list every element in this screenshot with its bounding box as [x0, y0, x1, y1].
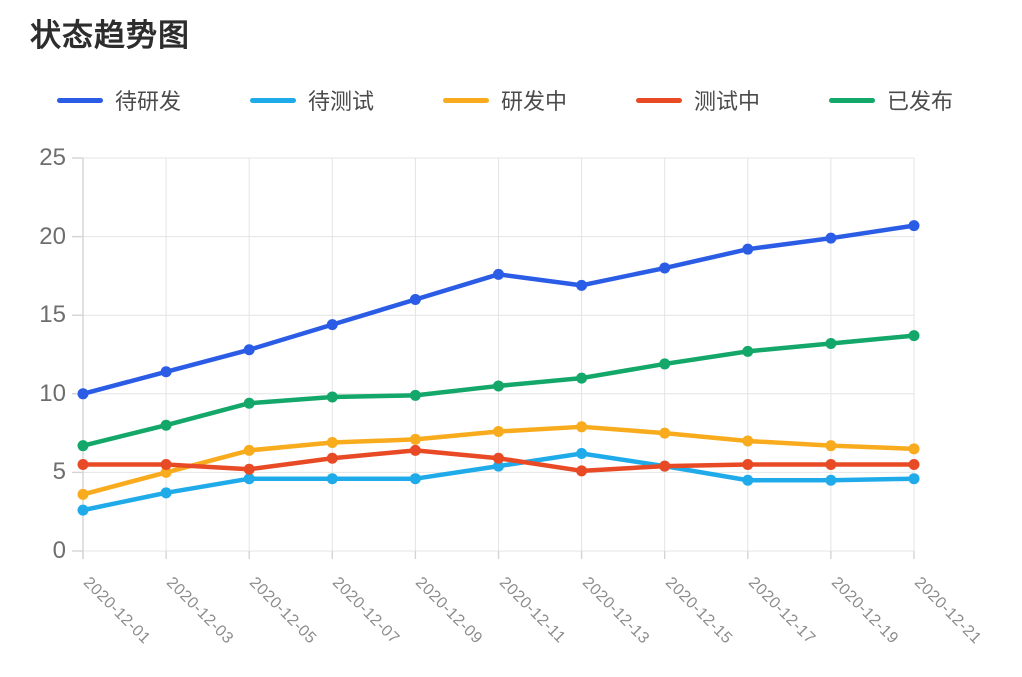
data-point: [409, 389, 421, 401]
legend-item-0[interactable]: 待研发: [57, 84, 181, 116]
y-axis-label: 25: [39, 144, 66, 171]
series-2: [77, 421, 920, 500]
legend-line-swatch: [636, 97, 682, 103]
data-point: [77, 440, 89, 452]
data-point: [825, 337, 837, 349]
legend-label: 测试中: [694, 89, 761, 114]
data-point: [326, 437, 338, 449]
data-point: [908, 459, 920, 471]
data-point: [908, 330, 920, 342]
series-4: [77, 330, 920, 452]
data-point: [77, 504, 89, 516]
data-point: [77, 459, 89, 471]
data-point: [576, 448, 588, 460]
data-point: [825, 440, 837, 452]
data-point: [326, 473, 338, 485]
legend-label: 待测试: [308, 89, 375, 114]
data-point: [742, 435, 754, 447]
data-point: [659, 358, 671, 370]
data-point: [409, 293, 421, 305]
data-point: [243, 344, 255, 356]
data-point: [409, 473, 421, 485]
legend-line-swatch: [250, 97, 296, 103]
data-point: [493, 426, 504, 438]
y-axis-label: 5: [52, 458, 66, 486]
data-point: [409, 444, 421, 456]
data-point: [77, 488, 89, 500]
data-point: [742, 345, 754, 357]
data-point: [576, 421, 588, 433]
chart-title: 状态趋势图: [30, 18, 190, 53]
data-point: [160, 487, 172, 499]
data-point: [326, 452, 338, 464]
data-point: [742, 243, 754, 255]
legend-line-swatch: [443, 97, 489, 103]
legend: 待研发 待测试 研发中 测试中 已发布: [57, 84, 1022, 116]
data-point: [160, 419, 172, 431]
legend-item-1[interactable]: 待测试: [250, 84, 374, 116]
data-point: [409, 433, 421, 445]
data-point: [742, 474, 754, 486]
y-axis-label: 10: [39, 379, 66, 407]
legend-line-swatch: [57, 97, 103, 103]
data-point: [326, 319, 338, 331]
data-point: [493, 460, 504, 472]
legend-item-3[interactable]: 测试中: [636, 84, 760, 116]
data-point: [825, 459, 837, 471]
data-point: [659, 427, 671, 439]
data-point: [576, 279, 588, 291]
legend-line-swatch: [829, 97, 875, 103]
legend-label: 已发布: [887, 89, 954, 114]
legend-item-4[interactable]: 已发布: [829, 84, 953, 116]
data-point: [659, 262, 671, 274]
y-axis-label: 0: [52, 537, 66, 564]
series-0: [77, 220, 920, 400]
data-point: [659, 460, 671, 472]
data-point: [77, 388, 89, 400]
data-point: [742, 459, 754, 471]
data-point: [908, 443, 920, 455]
data-point: [908, 473, 920, 485]
data-point: [908, 220, 920, 232]
data-point: [243, 397, 255, 409]
data-point: [825, 232, 837, 244]
data-point: [160, 459, 172, 471]
y-axis-label: 15: [39, 301, 66, 329]
data-point: [326, 391, 338, 403]
data-point: [493, 268, 504, 280]
legend-label: 研发中: [501, 89, 568, 114]
data-point: [160, 366, 172, 378]
data-point: [825, 474, 837, 486]
y-axis-label: 20: [39, 222, 66, 250]
data-point: [576, 372, 588, 384]
data-point: [243, 463, 255, 475]
data-point: [243, 473, 255, 485]
legend-item-2[interactable]: 研发中: [443, 84, 567, 116]
data-point: [576, 465, 588, 477]
data-point: [160, 466, 172, 478]
legend-label: 待研发: [115, 89, 182, 114]
data-point: [243, 444, 255, 456]
data-point: [493, 380, 504, 392]
data-point: [493, 452, 504, 464]
series-3: [77, 444, 920, 477]
